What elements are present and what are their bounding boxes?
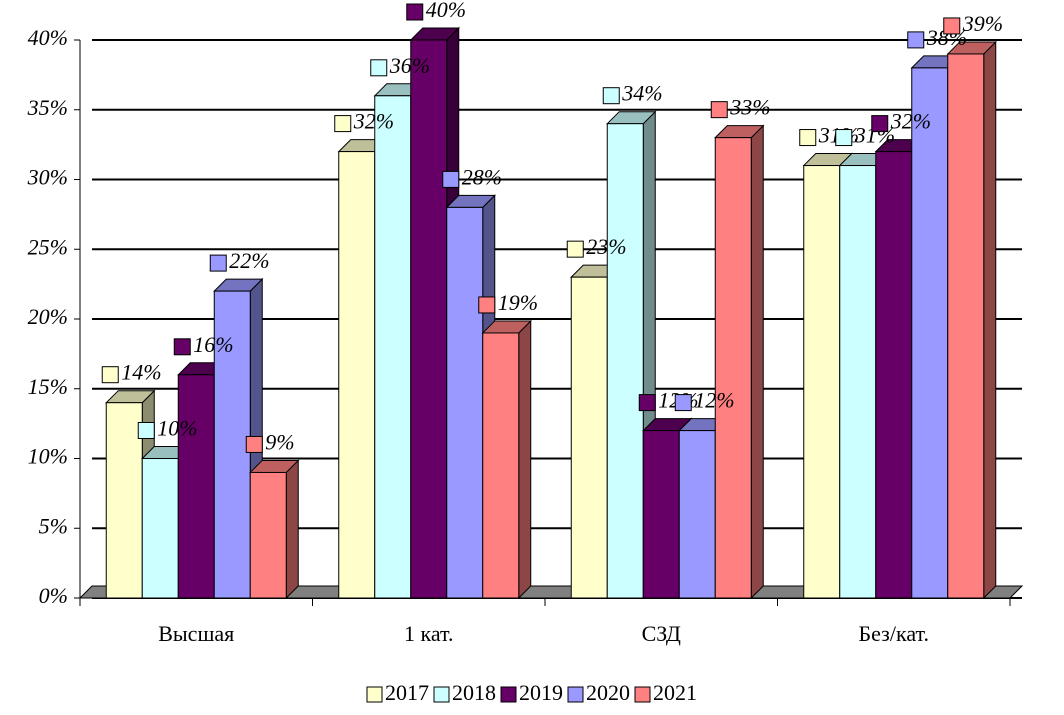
label-marker <box>478 296 496 314</box>
label-marker <box>871 115 889 133</box>
y-tick-label: 5% <box>39 513 68 538</box>
y-tick-label: 10% <box>28 444 68 469</box>
bar <box>714 124 765 600</box>
x-tick-label: Высшая <box>158 621 234 646</box>
legend-swatch <box>567 686 584 703</box>
legend-swatch <box>634 686 651 703</box>
bar-front <box>678 430 716 599</box>
data-label: 39% <box>962 11 1003 36</box>
y-tick-label: 35% <box>27 95 68 120</box>
label-marker <box>370 59 388 77</box>
bar-front <box>446 206 484 599</box>
data-label: 36% <box>389 53 430 78</box>
label-marker <box>442 170 460 188</box>
bar-front <box>606 123 644 599</box>
data-label: 32% <box>353 109 394 134</box>
x-tick-label: СЗД <box>642 621 681 646</box>
label-marker <box>835 129 853 147</box>
data-label: 34% <box>621 81 662 106</box>
data-label: 28% <box>462 164 502 189</box>
legend-label: 2019 <box>519 680 563 705</box>
bar-front <box>249 471 287 599</box>
legend-label: 2017 <box>385 680 429 705</box>
label-marker <box>943 17 961 35</box>
bar-side <box>518 319 532 600</box>
bar-front <box>105 402 143 599</box>
label-marker <box>101 366 119 384</box>
label-marker <box>674 394 692 412</box>
y-tick-label: 20% <box>28 304 68 329</box>
bar-front <box>875 151 913 599</box>
legend-label: 2018 <box>452 680 496 705</box>
bar-front <box>177 374 215 599</box>
label-marker <box>245 435 263 453</box>
data-label: 23% <box>586 234 626 259</box>
x-tick-label: 1 кат. <box>404 621 454 646</box>
bar-front <box>338 151 376 599</box>
label-marker <box>566 240 584 258</box>
y-tick-label: 40% <box>28 25 68 50</box>
label-marker <box>638 394 656 412</box>
bar-front <box>410 39 448 599</box>
y-tick-label: 30% <box>27 165 68 190</box>
bar-side <box>983 40 997 600</box>
bar <box>249 459 300 600</box>
label-marker <box>334 115 352 133</box>
legend-label: 2021 <box>653 680 697 705</box>
y-tick-label: 0% <box>39 583 68 608</box>
bar-side <box>750 124 764 600</box>
bar-front <box>141 458 179 599</box>
y-tick-label: 15% <box>28 374 68 399</box>
data-label: 22% <box>229 248 269 273</box>
bar-front <box>947 53 985 599</box>
data-label: 16% <box>193 332 233 357</box>
x-tick-label: Без/кат. <box>859 621 929 646</box>
bar-front <box>839 165 877 599</box>
bar-front <box>482 332 520 599</box>
bar-front <box>374 95 412 599</box>
bar-front <box>714 137 752 599</box>
data-label: 32% <box>890 109 931 134</box>
bar <box>946 40 997 600</box>
bar-front <box>570 276 608 599</box>
data-label: 14% <box>121 360 161 385</box>
data-label: 9% <box>265 429 294 454</box>
label-marker <box>907 31 925 49</box>
label-marker <box>710 101 728 119</box>
label-marker <box>602 87 620 105</box>
legend-label: 2020 <box>586 680 630 705</box>
data-label: 12% <box>694 388 734 413</box>
legend-swatch <box>500 686 517 703</box>
legend-swatch <box>366 686 383 703</box>
bar-front <box>803 165 841 599</box>
legend-swatch <box>433 686 450 703</box>
label-marker <box>209 254 227 272</box>
bar-front <box>642 430 680 599</box>
bar-front <box>911 67 949 599</box>
data-label: 40% <box>426 0 466 22</box>
data-label: 19% <box>498 290 538 315</box>
bar <box>481 319 532 600</box>
label-marker <box>406 3 424 21</box>
bar-side <box>285 459 299 600</box>
label-marker <box>137 422 155 439</box>
bar-front <box>213 290 251 599</box>
label-marker <box>173 338 191 356</box>
label-marker <box>799 129 817 147</box>
data-label: 33% <box>729 95 770 120</box>
y-tick-label: 25% <box>28 234 68 259</box>
data-label: 10% <box>157 416 197 441</box>
